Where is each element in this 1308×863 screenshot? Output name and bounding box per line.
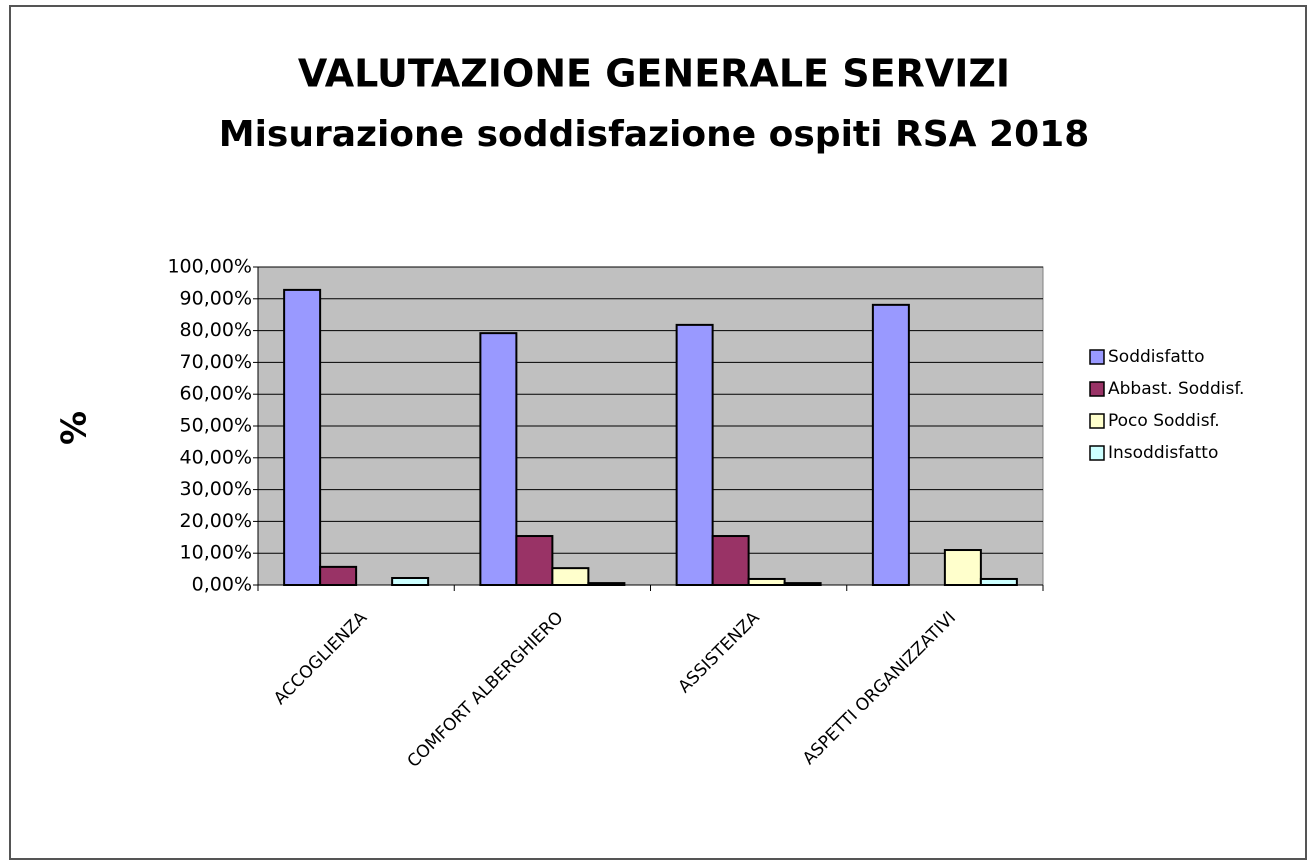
bar bbox=[871, 303, 910, 586]
y-tick-label: 70,00% bbox=[180, 351, 252, 373]
legend-swatch bbox=[1089, 381, 1105, 397]
legend-label: Soddisfatto bbox=[1108, 347, 1205, 367]
legend-label: Abbast. Soddisf. bbox=[1108, 379, 1244, 399]
y-tick-label: 40,00% bbox=[180, 446, 252, 468]
bar bbox=[319, 565, 358, 587]
legend-label: Poco Soddisf. bbox=[1108, 411, 1220, 431]
bar bbox=[979, 577, 1018, 587]
y-tick-label: 100,00% bbox=[167, 256, 252, 278]
bar bbox=[747, 577, 786, 587]
bar bbox=[943, 549, 982, 587]
legend-swatch bbox=[1089, 445, 1105, 461]
bar bbox=[675, 323, 714, 586]
legend-swatch bbox=[1089, 413, 1105, 429]
y-tick-label: 90,00% bbox=[180, 287, 252, 309]
y-tick-label: 80,00% bbox=[180, 319, 252, 341]
bar bbox=[783, 582, 822, 586]
legend-label: Insoddisfatto bbox=[1108, 443, 1218, 463]
y-tick-label: 30,00% bbox=[180, 478, 252, 500]
bar bbox=[711, 535, 750, 587]
bar bbox=[479, 332, 518, 587]
bar bbox=[551, 567, 590, 586]
legend-swatch bbox=[1089, 349, 1105, 365]
bar bbox=[283, 288, 322, 586]
chart-subtitle: Misurazione soddisfazione ospiti RSA 201… bbox=[219, 114, 1090, 155]
y-tick-label: 0,00% bbox=[192, 574, 252, 596]
y-tick-label: 60,00% bbox=[180, 383, 252, 405]
bar bbox=[587, 582, 626, 586]
bar bbox=[515, 535, 554, 587]
y-tick-label: 20,00% bbox=[180, 510, 252, 532]
y-tick-label: 10,00% bbox=[180, 542, 252, 564]
y-axis-label: % bbox=[55, 411, 95, 445]
y-tick-label: 50,00% bbox=[180, 415, 252, 437]
chart-title: VALUTAZIONE GENERALE SERVIZI bbox=[298, 52, 1010, 96]
bar bbox=[391, 577, 430, 587]
